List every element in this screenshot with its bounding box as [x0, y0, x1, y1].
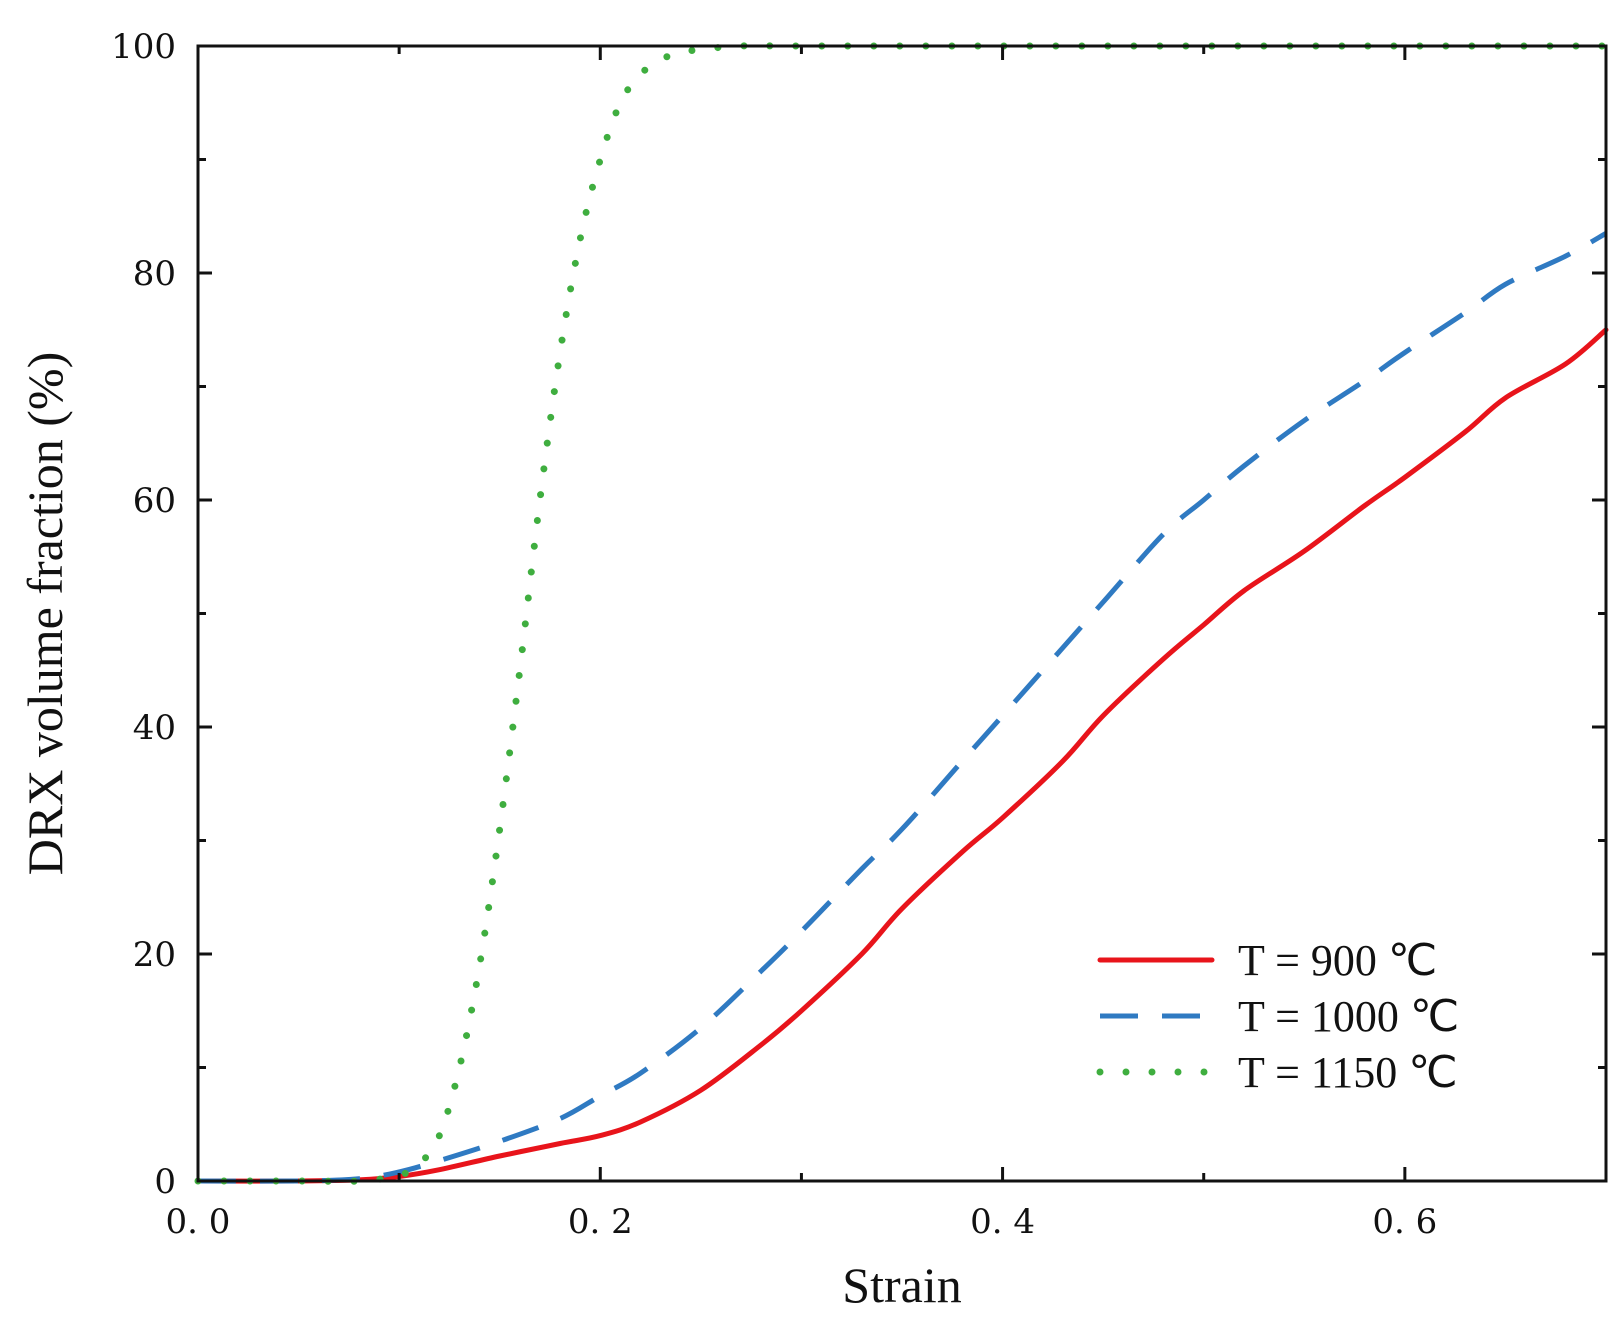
y-tick-label: 20	[133, 935, 176, 975]
series-line-1	[195, 327, 1609, 1184]
series-line-2	[197, 231, 1608, 1184]
ticks-layer: 0. 0 0. 2 0. 4 0. 6 0 20 40 60 80 100	[111, 27, 1606, 1242]
legend-label-1: T = 900 ℃	[1238, 936, 1437, 985]
legend-label-2: T = 1000 ℃	[1238, 992, 1459, 1041]
x-tick-label: 0. 0	[166, 1202, 231, 1242]
y-tick-label: 0	[154, 1162, 176, 1202]
y-tick-label: 100	[111, 27, 176, 67]
x-tick-label: 0. 6	[1372, 1202, 1437, 1242]
legend-label-3: T = 1150 ℃	[1238, 1048, 1458, 1097]
x-tick-label: 0. 4	[970, 1202, 1035, 1242]
y-tick-label: 80	[133, 254, 176, 294]
y-axis-title: DRX volume fraction (%)	[17, 352, 73, 875]
y-tick-label: 40	[133, 708, 176, 748]
x-tick-label: 0. 2	[568, 1202, 633, 1242]
x-axis-title: Strain	[842, 1257, 961, 1313]
y-tick-label: 60	[133, 481, 176, 521]
legend: T = 900 ℃ T = 1000 ℃ T = 1150 ℃	[1096, 936, 1459, 1097]
